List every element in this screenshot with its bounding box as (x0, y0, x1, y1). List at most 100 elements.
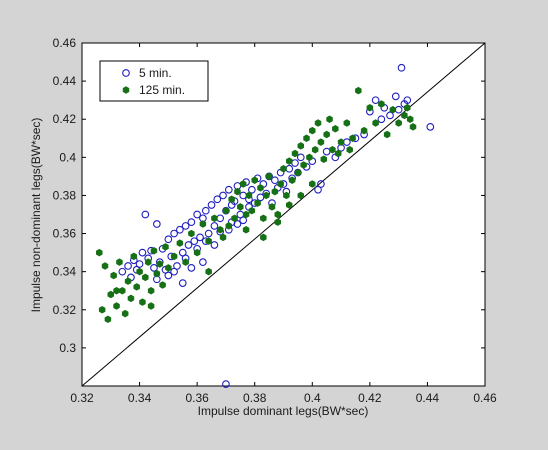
data-point (193, 248, 201, 257)
data-point (188, 229, 195, 238)
data-point (426, 122, 435, 131)
data-point (225, 222, 233, 230)
data-point (247, 185, 256, 194)
legend-box (99, 60, 209, 102)
data-point (360, 126, 368, 135)
y-tick-label: 0.46 (53, 36, 77, 50)
data-point (242, 210, 250, 219)
data-point (242, 225, 250, 234)
data-point (300, 161, 307, 169)
data-point (389, 105, 397, 114)
data-point (260, 214, 267, 223)
data-point (124, 262, 132, 270)
data-point (201, 206, 210, 215)
data-point (283, 191, 290, 200)
data-point (152, 220, 161, 228)
data-point (101, 262, 109, 270)
data-point (139, 298, 146, 306)
data-point (323, 130, 330, 139)
data-point (383, 130, 391, 139)
data-point (291, 149, 299, 158)
x-axis-label: Impulse dominant legs(BW*sec) (198, 404, 369, 418)
data-point (326, 115, 333, 123)
data-point (329, 145, 336, 154)
data-point (349, 134, 356, 143)
y-axis-label: Impulse non-dominant legs(BW*sec) (29, 118, 43, 313)
data-point (107, 290, 115, 299)
legend-marker (122, 86, 130, 94)
data-point (274, 218, 281, 226)
x-tick-label: 0.42 (358, 391, 382, 405)
y-tick-label: 0.38 (53, 188, 77, 202)
data-point (113, 302, 120, 310)
data-point (98, 306, 106, 314)
y-tick-label: 0.44 (53, 74, 77, 88)
data-point (403, 96, 412, 105)
data-point (320, 155, 328, 163)
data-point (303, 134, 310, 143)
x-tick-label: 0.34 (128, 391, 152, 405)
data-point (386, 111, 394, 120)
data-point (135, 260, 144, 268)
data-point (216, 225, 224, 234)
data-point (239, 216, 248, 225)
data-point (346, 145, 353, 154)
data-point (205, 237, 212, 245)
data-point (254, 199, 261, 207)
data-point (205, 267, 212, 276)
data-point (337, 138, 345, 146)
x-tick-label: 0.44 (416, 391, 440, 405)
y-tick-label: 0.42 (53, 112, 77, 126)
data-point (124, 277, 132, 285)
data-point (343, 119, 351, 127)
legend-label: 5 min. (139, 66, 172, 80)
x-tick-label: 0.46 (473, 391, 497, 405)
data-point (127, 294, 135, 303)
reference-line-layer (81, 42, 486, 387)
data-point (251, 176, 258, 184)
data-point (219, 191, 227, 200)
data-point (219, 233, 227, 242)
data-point (211, 214, 218, 223)
identity-reference-line (81, 42, 486, 387)
data-point (136, 267, 143, 276)
data-point (334, 149, 342, 158)
data-point (184, 241, 193, 249)
data-point (178, 279, 187, 287)
data-point (193, 210, 201, 219)
legend-marker (122, 69, 130, 77)
legend: 5 min. 125 min. (99, 60, 209, 102)
data-point (311, 145, 319, 154)
axis-ticks-layer: 0.32 0.34 0.36 0.38 0.4 0.42 0.44 0.46 0.3 0.32 0.… (53, 36, 497, 405)
data-point (138, 248, 147, 257)
data-point (233, 220, 242, 228)
data-point (196, 233, 204, 242)
series-one-twenty-five-min (96, 86, 417, 324)
data-point (274, 210, 281, 219)
y-tick-label: 0.4 (59, 150, 76, 164)
data-point (277, 180, 284, 188)
data-point (176, 239, 184, 247)
data-point (248, 206, 256, 215)
data-point (187, 218, 196, 226)
data-point (170, 267, 178, 276)
x-tick-label: 0.38 (243, 391, 267, 405)
data-point (116, 258, 123, 266)
data-point (190, 237, 199, 246)
data-point (181, 222, 190, 230)
data-point (222, 380, 230, 388)
data-point (159, 281, 166, 289)
data-point (268, 203, 276, 211)
data-point (104, 315, 112, 324)
data-point (286, 201, 293, 209)
data-point (142, 273, 149, 282)
data-point (110, 271, 117, 280)
data-point (297, 191, 305, 200)
data-point (234, 187, 241, 196)
data-point (170, 252, 178, 261)
data-point (297, 142, 305, 150)
data-point (150, 246, 158, 255)
data-point (199, 220, 207, 228)
data-point (395, 119, 402, 127)
